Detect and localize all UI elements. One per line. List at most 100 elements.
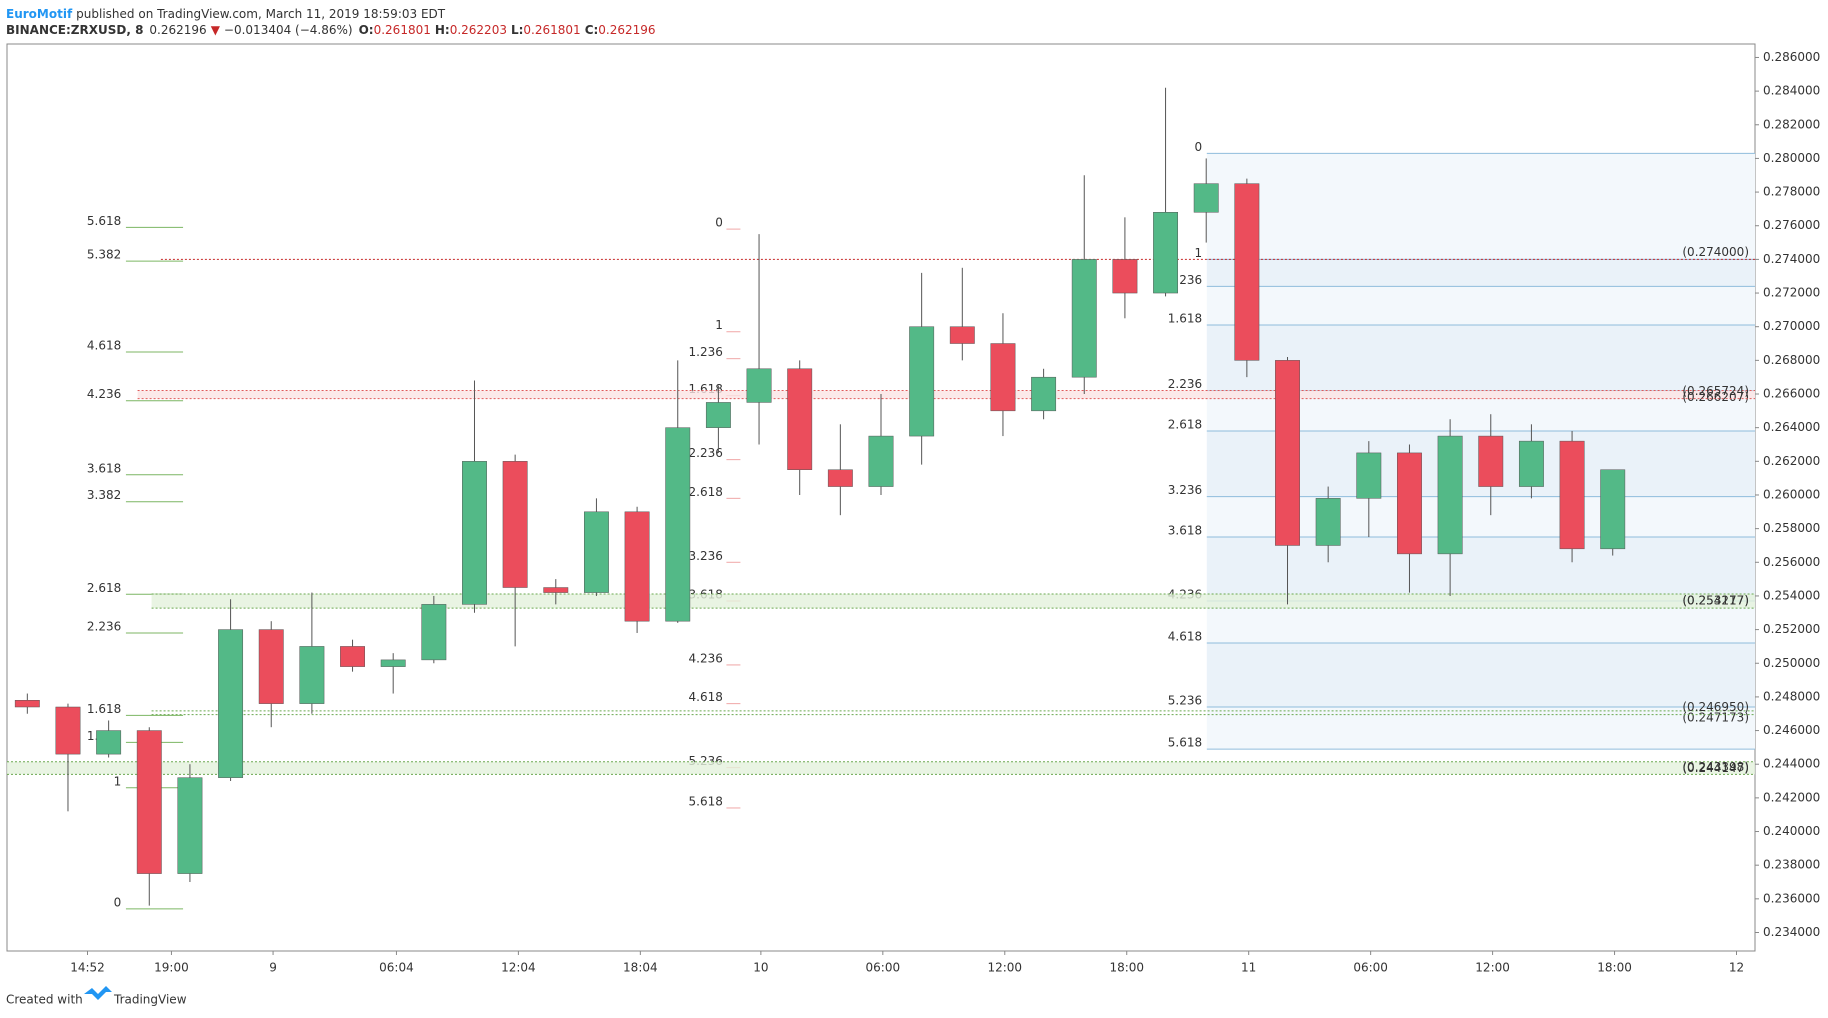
fib-zone bbox=[1206, 259, 1755, 287]
price-line-label: (0.265724) bbox=[1682, 384, 1749, 398]
fib-ratio: 1.236 bbox=[689, 345, 723, 359]
fib-ratio: 2.236 bbox=[689, 446, 723, 460]
fib-ratio: 1.618 bbox=[87, 702, 121, 716]
y-tick-label: 0.242000 bbox=[1763, 790, 1820, 804]
symbol-line: BINANCE:ZRXUSD, 8 0.262196 ▼ −0.013404 (−4.… bbox=[6, 23, 656, 37]
y-tick-label: 0.260000 bbox=[1763, 487, 1820, 501]
last: 0.262196 bbox=[149, 23, 206, 37]
x-tick-label: 12:00 bbox=[987, 961, 1022, 975]
x-tick-label: 11 bbox=[1241, 961, 1256, 975]
o: 0.261801 bbox=[374, 23, 431, 37]
fib-ratio: 4.618 bbox=[87, 338, 121, 352]
fib-ratio: 0 bbox=[1195, 140, 1203, 154]
price-line-label: (0.266207) bbox=[1682, 390, 1749, 404]
y-tick-label: 0.262000 bbox=[1763, 454, 1820, 468]
candle-body bbox=[868, 435, 894, 487]
price-line-label: (0.244147) bbox=[1682, 761, 1749, 775]
fib-ratio: 4.618 bbox=[1168, 630, 1202, 644]
candle-body bbox=[1315, 498, 1341, 546]
candle-body bbox=[543, 587, 569, 593]
symbol: BINANCE:ZRXUSD, 8 bbox=[6, 23, 143, 37]
y-tick-label: 0.258000 bbox=[1763, 521, 1820, 535]
candle-body bbox=[1600, 469, 1626, 550]
candle-body bbox=[1071, 259, 1097, 378]
price-band bbox=[7, 761, 1755, 775]
price-band bbox=[151, 593, 1756, 609]
candle-body bbox=[949, 326, 975, 344]
fib-ratio: 3.236 bbox=[1168, 483, 1202, 497]
candle-body bbox=[1275, 360, 1300, 546]
price-line-label: (0.253277) bbox=[1682, 594, 1749, 608]
candle-body bbox=[1153, 212, 1179, 294]
fib-ratio: 5.236 bbox=[1168, 694, 1202, 708]
y-tick-label: 0.240000 bbox=[1763, 824, 1820, 838]
y-tick-label: 0.252000 bbox=[1763, 622, 1820, 636]
candle-body bbox=[258, 629, 284, 704]
l: 0.261801 bbox=[523, 23, 580, 37]
candle-body bbox=[990, 343, 1016, 412]
footer-created: Created with bbox=[6, 993, 83, 1007]
fib-zone bbox=[1206, 153, 1755, 260]
candle-body bbox=[299, 646, 325, 704]
x-tick-label: 18:00 bbox=[1109, 961, 1144, 975]
fib-ratio: 3.236 bbox=[689, 549, 723, 563]
x-tick-label: 14:52 bbox=[70, 961, 105, 975]
candle-body bbox=[177, 777, 203, 874]
y-tick-label: 0.248000 bbox=[1763, 689, 1820, 703]
fib-ratio: 0 bbox=[114, 895, 122, 909]
arrow: ▼ bbox=[211, 23, 221, 37]
candle-body bbox=[1518, 440, 1544, 487]
y-tick-label: 0.280000 bbox=[1763, 151, 1820, 165]
author[interactable]: EuroMotif bbox=[6, 7, 73, 21]
candle-body bbox=[1031, 376, 1057, 412]
price-line-label: (0.243398) bbox=[1682, 760, 1749, 774]
fib-zone bbox=[1206, 707, 1755, 750]
y-tick-label: 0.246000 bbox=[1763, 723, 1820, 737]
fib-zone bbox=[1206, 643, 1755, 708]
fib-ratio: 1 bbox=[1195, 246, 1203, 260]
candle-body bbox=[421, 604, 447, 661]
y-tick-label: 0.284000 bbox=[1763, 84, 1820, 98]
published: published on TradingView.com, March 11, … bbox=[76, 7, 446, 21]
x-tick-label: 06:00 bbox=[1353, 961, 1388, 975]
candle-body bbox=[96, 730, 122, 755]
candle-body bbox=[1397, 452, 1422, 555]
fib-ratio: 1 bbox=[715, 318, 723, 332]
y-tick-label: 0.244000 bbox=[1763, 757, 1820, 771]
candle-body bbox=[583, 511, 609, 593]
candle-body bbox=[1356, 452, 1382, 499]
candle-body bbox=[1234, 183, 1260, 361]
x-tick-label: 06:04 bbox=[379, 961, 414, 975]
fib-ratio: 2.236 bbox=[87, 619, 121, 633]
y-tick-label: 0.236000 bbox=[1763, 891, 1820, 905]
fib-ratio: 2.618 bbox=[689, 485, 723, 499]
fib-ratio: 2.618 bbox=[1168, 418, 1202, 432]
candle-body bbox=[665, 427, 691, 622]
fib-zone bbox=[1206, 286, 1755, 326]
candle-body bbox=[340, 646, 365, 667]
fib-ratio: 5.618 bbox=[87, 214, 121, 228]
candle-body bbox=[705, 402, 731, 428]
fib-zone bbox=[1206, 537, 1755, 601]
fib-ratio: 0 bbox=[715, 216, 723, 230]
candle-body bbox=[502, 461, 528, 588]
fib-ratio: 4.236 bbox=[689, 651, 723, 665]
price-line-label: (0.246950) bbox=[1682, 700, 1749, 714]
fib-ratio: 5.618 bbox=[689, 794, 723, 808]
c: 0.262196 bbox=[598, 23, 655, 37]
fib-ratio: 4.236 bbox=[87, 387, 121, 401]
x-tick-label: 12 bbox=[1729, 961, 1744, 975]
y-tick-label: 0.282000 bbox=[1763, 117, 1820, 131]
price-line-label: (0.247173) bbox=[1682, 710, 1749, 724]
price-line-label: (0.274000) bbox=[1682, 245, 1749, 259]
fib-ratio: 2.236 bbox=[1168, 377, 1202, 391]
candle-body bbox=[14, 700, 40, 708]
fib-ratio: 4.618 bbox=[689, 690, 723, 704]
footer-brand[interactable]: TradingView bbox=[113, 993, 187, 1007]
fib-ratio: 1.618 bbox=[1168, 312, 1202, 326]
y-tick-label: 0.238000 bbox=[1763, 858, 1820, 872]
c-label: C: bbox=[585, 23, 599, 37]
fib-ratio: 2.618 bbox=[87, 581, 121, 595]
y-tick-label: 0.254000 bbox=[1763, 588, 1820, 602]
